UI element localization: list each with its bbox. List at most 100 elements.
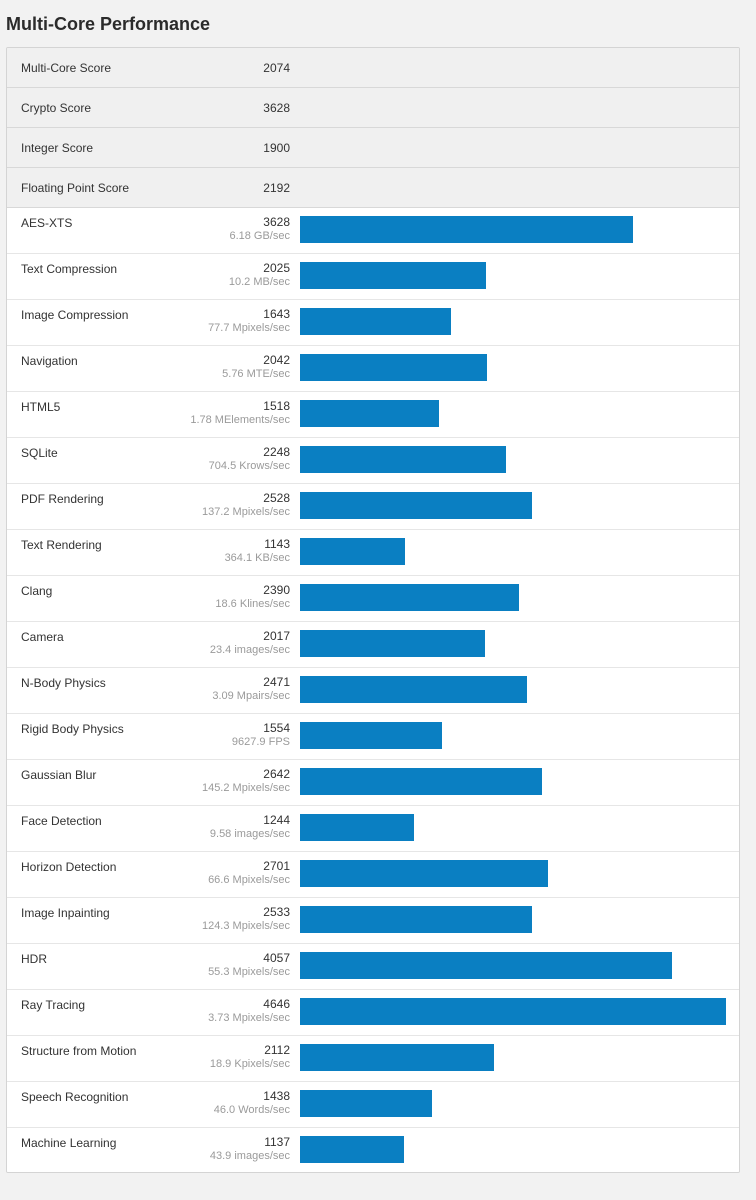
benchmark-rate: 364.1 KB/sec — [224, 552, 290, 564]
benchmark-bar — [300, 722, 442, 749]
benchmark-row-face-detection: Face Detection 1244 9.58 images/sec — [7, 806, 739, 852]
benchmark-rate: 1.78 MElements/sec — [190, 414, 290, 426]
benchmark-score: 1244 — [263, 813, 290, 827]
benchmark-bar — [300, 630, 485, 657]
benchmark-rate: 3.73 Mpixels/sec — [208, 1012, 290, 1024]
benchmark-label: PDF Rendering — [21, 492, 104, 506]
benchmark-label: Machine Learning — [21, 1136, 117, 1150]
summary-section: Multi-Core Score 2074 Crypto Score 3628 Inte… — [7, 48, 739, 208]
benchmark-rate: 77.7 Mpixels/sec — [208, 322, 290, 334]
benchmark-label: HDR — [21, 952, 47, 966]
benchmark-label: Image Inpainting — [21, 906, 110, 920]
summary-row-integer-score: Integer Score 1900 — [7, 128, 739, 168]
benchmark-rate: 3.09 Mpairs/sec — [212, 690, 290, 702]
benchmark-row-gaussian-blur: Gaussian Blur 2642 145.2 Mpixels/sec — [7, 760, 739, 806]
benchmark-score: 2017 — [263, 629, 290, 643]
benchmark-score: 2533 — [263, 905, 290, 919]
benchmark-bar — [300, 952, 672, 979]
benchmark-rate: 66.6 Mpixels/sec — [208, 874, 290, 886]
summary-score: 2074 — [263, 61, 290, 75]
benchmark-label: Camera — [21, 630, 64, 644]
benchmark-rate: 5.76 MTE/sec — [222, 368, 290, 380]
benchmark-row-horizon-detection: Horizon Detection 2701 66.6 Mpixels/sec — [7, 852, 739, 898]
benchmark-score: 1438 — [263, 1089, 290, 1103]
benchmark-row-html5: HTML5 1518 1.78 MElements/sec — [7, 392, 739, 438]
benchmark-score: 2471 — [263, 675, 290, 689]
benchmark-bar — [300, 446, 506, 473]
benchmark-bar — [300, 262, 486, 289]
benchmark-row-rigid-body-physics: Rigid Body Physics 1554 9627.9 FPS — [7, 714, 739, 760]
benchmark-row-hdr: HDR 4057 55.3 Mpixels/sec — [7, 944, 739, 990]
benchmark-row-structure-from-motion: Structure from Motion 2112 18.9 Kpixels/se… — [7, 1036, 739, 1082]
benchmark-label: AES-XTS — [21, 216, 73, 230]
benchmark-rate: 55.3 Mpixels/sec — [208, 966, 290, 978]
benchmark-rate: 18.9 Kpixels/sec — [209, 1058, 290, 1070]
benchmark-rate: 9.58 images/sec — [209, 828, 290, 840]
benchmark-row-text-compression: Text Compression 2025 10.2 MB/sec — [7, 254, 739, 300]
benchmark-bar — [300, 492, 532, 519]
benchmark-label: Speech Recognition — [21, 1090, 129, 1104]
benchmark-list: AES-XTS 3628 6.18 GB/sec Text Compression 20… — [7, 208, 739, 1172]
benchmark-label: SQLite — [21, 446, 58, 460]
benchmark-label: Face Detection — [21, 814, 102, 828]
benchmark-score: 1143 — [264, 537, 290, 551]
benchmark-rate: 10.2 MB/sec — [228, 276, 290, 288]
benchmark-rate: 9627.9 FPS — [231, 736, 290, 748]
summary-label: Floating Point Score — [21, 181, 130, 195]
benchmark-bar — [300, 308, 451, 335]
benchmark-row-speech-recognition: Speech Recognition 1438 46.0 Words/sec — [7, 1082, 739, 1128]
benchmark-row-ray-tracing: Ray Tracing 4646 3.73 Mpixels/sec — [7, 990, 739, 1036]
benchmark-bar — [300, 1090, 432, 1117]
benchmark-label: Gaussian Blur — [21, 768, 97, 782]
benchmark-label: Structure from Motion — [21, 1044, 137, 1058]
benchmark-row-camera: Camera 2017 23.4 images/sec — [7, 622, 739, 668]
benchmark-row-machine-learning: Machine Learning 1137 43.9 images/sec — [7, 1128, 739, 1172]
summary-row-floating-point-score: Floating Point Score 2192 — [7, 168, 739, 208]
benchmark-row-sqlite: SQLite 2248 704.5 Krows/sec — [7, 438, 739, 484]
benchmark-rate: 43.9 images/sec — [209, 1150, 290, 1162]
summary-score: 2192 — [263, 181, 290, 195]
benchmark-bar — [300, 1136, 404, 1163]
benchmark-score: 2642 — [263, 767, 290, 781]
page-title: Multi-Core Performance — [6, 14, 211, 34]
summary-score: 1900 — [263, 141, 290, 155]
summary-score: 3628 — [263, 101, 290, 115]
benchmark-rate: 124.3 Mpixels/sec — [201, 920, 290, 932]
benchmark-score: 1137 — [264, 1135, 290, 1149]
results-panel: Multi-Core Score 2074 Crypto Score 3628 Inte… — [6, 47, 740, 1173]
benchmark-bar — [300, 860, 548, 887]
benchmark-score: 2528 — [263, 491, 290, 505]
benchmark-label: N-Body Physics — [21, 676, 106, 690]
benchmark-score: 2042 — [263, 353, 290, 367]
benchmark-bar — [300, 1044, 494, 1071]
summary-label: Integer Score — [21, 141, 94, 155]
benchmark-rate: 46.0 Words/sec — [213, 1104, 290, 1116]
benchmark-bar — [300, 814, 414, 841]
benchmark-rate: 137.2 Mpixels/sec — [201, 506, 290, 518]
benchmark-rate: 704.5 Krows/sec — [208, 460, 290, 472]
benchmark-rate: 18.6 Klines/sec — [215, 598, 290, 610]
benchmark-score: 4646 — [263, 997, 290, 1011]
benchmark-score: 2701 — [263, 859, 290, 873]
benchmark-label: Clang — [21, 584, 53, 598]
benchmark-label: Rigid Body Physics — [21, 722, 124, 736]
benchmark-label: Text Rendering — [21, 538, 102, 552]
benchmark-score: 2248 — [263, 445, 290, 459]
benchmark-label: HTML5 — [21, 400, 61, 414]
benchmark-label: Navigation — [21, 354, 78, 368]
benchmark-bar — [300, 216, 633, 243]
benchmark-score: 3628 — [263, 215, 290, 229]
benchmark-score: 2025 — [263, 261, 290, 275]
benchmark-row-clang: Clang 2390 18.6 Klines/sec — [7, 576, 739, 622]
summary-label: Crypto Score — [21, 101, 92, 115]
benchmark-score: 2112 — [264, 1043, 290, 1057]
benchmark-bar — [300, 998, 726, 1025]
benchmark-bar — [300, 768, 542, 795]
benchmark-row-image-compression: Image Compression 1643 77.7 Mpixels/sec — [7, 300, 739, 346]
benchmark-rate: 145.2 Mpixels/sec — [201, 782, 290, 794]
benchmark-score: 2390 — [263, 583, 290, 597]
benchmark-bar — [300, 538, 405, 565]
benchmark-bar — [300, 400, 439, 427]
benchmark-rate: 23.4 images/sec — [209, 644, 290, 656]
benchmark-row-aes-xts: AES-XTS 3628 6.18 GB/sec — [7, 208, 739, 254]
